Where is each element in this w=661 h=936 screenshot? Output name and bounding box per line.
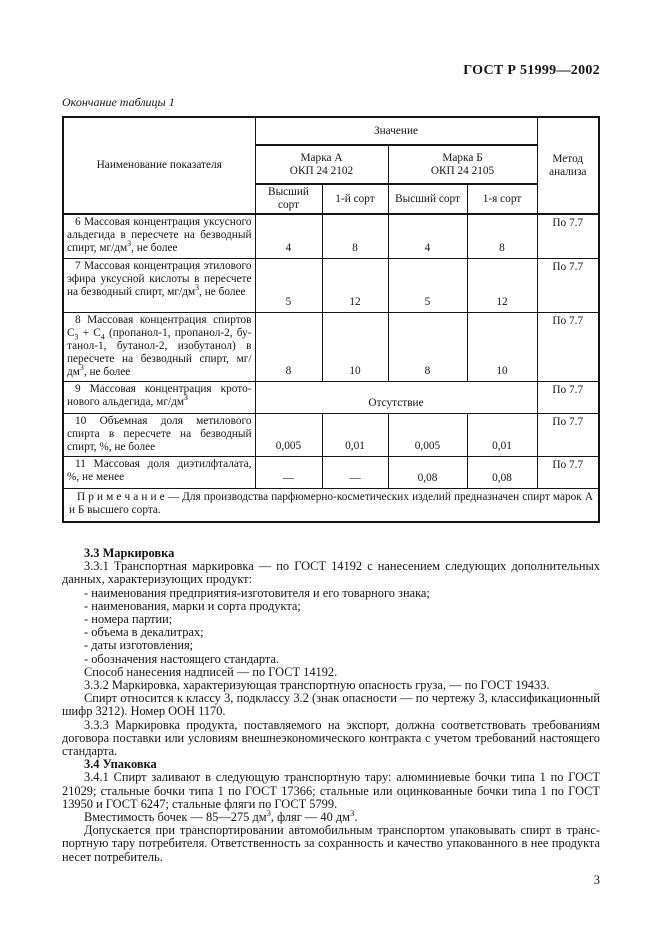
row-value: 0,08	[466, 456, 538, 489]
row-value: 0,01	[466, 413, 538, 457]
row-method: По 7.7	[536, 413, 600, 457]
row-name: 10 Объемная доля метилового спирта в пер…	[62, 413, 256, 457]
row-name: 11 Массовая доля диэтилфталата, %, не ме…	[62, 456, 256, 489]
col-header-grade-a-1: 1-й сорт	[321, 183, 389, 215]
row-value: 8	[387, 312, 468, 382]
page-number: 3	[593, 872, 600, 887]
paragraph: Спирт относится к классу 3, подклассу 3.…	[62, 691, 600, 719]
row-name: 7 Массовая концентрация этило­вого эфира…	[62, 258, 256, 313]
paragraph: Вместимость бочек — 85—275 дм3, фляг — 4…	[84, 807, 358, 825]
col-header-grade-b-top: Высший сорт	[387, 183, 468, 215]
row-name: 6 Массовая концентрация уксус­ного альде…	[62, 213, 256, 259]
col-header-method: Метод анализа	[536, 116, 600, 215]
paragraph: Способ нанесения надписей — по ГОСТ 1419…	[84, 664, 338, 679]
table-note-row: П р и м е ч а н и е — Для производства п…	[62, 488, 600, 523]
row-value: 5	[254, 258, 323, 313]
list-item: - даты изготовления;	[84, 638, 194, 653]
row-value: 4	[254, 213, 323, 259]
row-value: 8	[254, 312, 323, 382]
paragraph: 3.3.2 Маркировка, характеризующая трансп…	[84, 678, 550, 693]
col-header-value: Значение	[254, 116, 538, 146]
row-method: По 7.7	[536, 381, 600, 414]
table-note: П р и м е ч а н и е — Для производства п…	[62, 488, 600, 523]
row-value: 8	[466, 213, 538, 259]
header-row-grades: Высший сорт 1-й сорт Высший сорт 1-я сор…	[63, 183, 599, 215]
list-item: - наименования предприятия-изготовителя …	[84, 585, 430, 600]
list-item: - объема в декалитрах;	[84, 625, 204, 640]
row-value: 0,005	[387, 413, 468, 457]
brand-b-code: ОКП 24 2105	[430, 164, 495, 177]
table-row: 7 Массовая концентрация этило­вого эфира…	[62, 258, 600, 313]
row-value: —	[254, 456, 323, 489]
paragraph: 3.3.1 Транспортная маркировка — по ГОСТ …	[62, 559, 600, 587]
row-value: —	[321, 456, 389, 489]
row-method: По 7.7	[536, 456, 600, 489]
section-heading: 3.4 Упаковка	[84, 757, 157, 772]
col-header-brand-b: Марка Б ОКП 24 2105	[387, 144, 538, 185]
paragraph: 3.4.1 Спирт заливают в следующую транспо…	[62, 770, 600, 811]
row-value: 0,08	[387, 456, 468, 489]
brand-a-code: ОКП 24 2102	[289, 164, 354, 177]
col-header-grade-a-top: Высший сорт	[254, 183, 323, 215]
brand-a-name: Марка А	[300, 151, 343, 164]
spec-table: Наименование показателя Значение Метод а…	[62, 116, 601, 523]
list-item: - обозначения настоящего стандарта.	[84, 651, 280, 666]
header-row-value: Наименование показателя Значение Метод а…	[62, 116, 600, 215]
paragraph: Допускается при транспортировании автомо…	[62, 823, 600, 864]
row-value: 5	[387, 258, 468, 313]
row-value: 10	[321, 312, 389, 382]
row-value: 10	[466, 312, 538, 382]
row-value: 12	[466, 258, 538, 313]
body-text: 3.3 Маркировка 3.3.1 Транспортная маркир…	[62, 546, 600, 864]
col-header-brand-a: Марка А ОКП 24 2102	[254, 144, 389, 185]
row-name: 8 Массовая концентрация спиртов С3 + С4 …	[62, 312, 256, 382]
row-value: 4	[387, 213, 468, 259]
table-row: 10 Объемная доля метилового спирта в пер…	[62, 413, 600, 457]
row-value: 0,005	[254, 413, 323, 457]
paragraph: 3.3.3 Маркировка продукта, поставляемого…	[62, 717, 600, 759]
list-item: - наименования, марки и сорта продукта;	[84, 598, 301, 613]
table-row: 8 Массовая концентрация спиртов С3 + С4 …	[62, 312, 600, 382]
col-header-name: Наименование показателя	[62, 116, 256, 215]
table-row: 6 Массовая концентрация уксус­ного альде…	[62, 213, 600, 259]
table-row: 9 Массовая концентрация крото­нового аль…	[62, 381, 600, 414]
list-item: - номера партии;	[84, 612, 173, 627]
row-value: 12	[321, 258, 389, 313]
row-method: По 7.7	[536, 258, 600, 313]
row-name: 9 Массовая концентрация крото­нового аль…	[62, 381, 256, 414]
header-row-brands: Марка А ОКП 24 2102 Марка Б ОКП 24 2105	[63, 144, 599, 185]
section-heading: 3.3 Маркировка	[84, 546, 175, 560]
table-caption: Окончание таблицы 1	[62, 95, 175, 109]
row-method: По 7.7	[536, 312, 600, 382]
table-row: 11 Массовая доля диэтилфталата, %, не ме…	[62, 456, 600, 489]
standard-designation: ГОСТ Р 51999—2002	[463, 63, 600, 78]
row-merged-value: Отсутствие	[254, 381, 538, 414]
row-value: 0,01	[321, 413, 389, 457]
brand-b-name: Марка Б	[442, 151, 483, 164]
col-header-grade-b-1: 1-я сорт	[466, 183, 538, 215]
row-value: 8	[321, 213, 389, 259]
row-method: По 7.7	[536, 213, 600, 259]
